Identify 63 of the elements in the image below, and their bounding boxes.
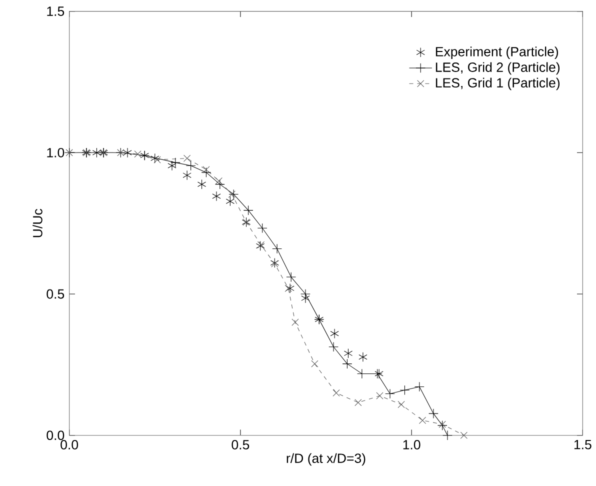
point	[170, 158, 180, 168]
point	[215, 177, 222, 184]
point	[354, 398, 362, 406]
x-axis-title: r/D (at x/D=3)	[286, 453, 366, 466]
point	[400, 385, 410, 396]
point	[197, 179, 206, 190]
point	[358, 352, 368, 362]
point	[418, 416, 426, 424]
legend-label: LES, Grid 1 (Particle)	[436, 78, 560, 90]
point	[270, 258, 279, 268]
point	[272, 244, 282, 254]
point	[150, 153, 160, 164]
point	[228, 189, 239, 200]
legend-label: LES, Grid 2 (Particle)	[436, 62, 560, 75]
point	[243, 205, 254, 216]
point	[330, 328, 339, 338]
point	[460, 432, 468, 439]
y-tick-label: 1.0	[47, 148, 64, 158]
point	[344, 348, 353, 358]
x-tick-label: 0.0	[60, 440, 78, 450]
point	[437, 420, 448, 430]
point	[398, 400, 405, 408]
point	[284, 284, 292, 292]
point	[286, 283, 294, 294]
point	[184, 154, 191, 162]
point	[301, 293, 310, 304]
x-tick-label: 1.5	[574, 440, 592, 450]
point	[286, 272, 296, 282]
point	[92, 148, 102, 158]
y-tick-label: 0.0	[46, 430, 64, 440]
point	[123, 148, 132, 158]
point	[154, 156, 161, 164]
point	[168, 160, 176, 171]
point	[256, 241, 265, 251]
legend-label: Experiment (Particle)	[436, 46, 558, 59]
point	[186, 160, 196, 171]
point	[226, 196, 234, 206]
point	[228, 190, 236, 198]
point	[385, 388, 395, 399]
y-tick-label: 1.5	[47, 6, 64, 16]
point	[292, 318, 299, 326]
point	[428, 408, 438, 418]
point	[212, 191, 221, 202]
point	[442, 430, 452, 440]
point	[257, 223, 268, 234]
point	[311, 360, 318, 368]
point	[414, 382, 424, 392]
point	[328, 342, 338, 352]
point	[134, 150, 142, 158]
point	[214, 179, 225, 190]
x-tick-label: 1.0	[403, 440, 420, 450]
y-axis-title: U/Uc	[32, 208, 42, 238]
point	[342, 358, 352, 369]
point	[257, 241, 265, 248]
point	[182, 170, 192, 180]
point	[438, 420, 446, 428]
point	[374, 368, 384, 379]
y-tick-label: 0.5	[46, 289, 64, 299]
point	[202, 166, 210, 174]
point	[332, 389, 340, 396]
point	[376, 392, 384, 400]
point	[201, 168, 212, 178]
x-tick-label: 0.5	[232, 440, 250, 450]
